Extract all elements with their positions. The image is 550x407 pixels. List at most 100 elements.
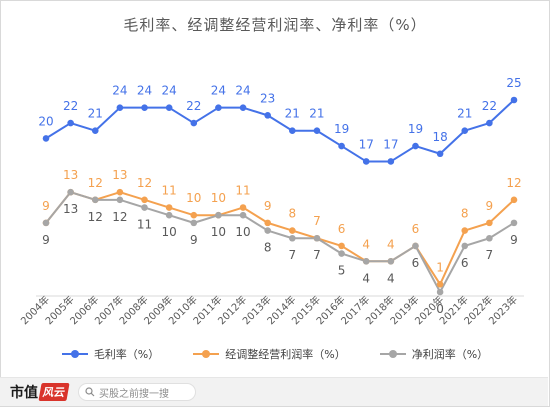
data-label: 24	[137, 84, 152, 98]
data-point	[190, 119, 198, 127]
data-point	[510, 96, 518, 104]
data-point	[338, 250, 345, 257]
data-point	[510, 219, 518, 227]
data-point	[436, 288, 444, 296]
series-line	[45, 191, 515, 286]
data-label: 11	[137, 218, 152, 232]
data-point	[91, 196, 99, 204]
data-label: 7	[313, 214, 321, 228]
data-label: 4	[387, 237, 395, 251]
data-label: 19	[334, 122, 349, 136]
data-label: 4	[387, 271, 395, 285]
chart-title: 毛利率、经调整经营利润率、净利率（%）	[123, 16, 427, 34]
data-point	[165, 104, 173, 111]
search-box[interactable]: 买股之前搜一搜	[78, 383, 196, 401]
data-point	[486, 219, 493, 227]
data-point	[239, 211, 247, 219]
data-point	[289, 227, 296, 234]
legend-label-adjusted-op-margin: 经调整经营利润率（%）	[225, 348, 346, 361]
data-label: 24	[162, 84, 177, 98]
data-point	[338, 242, 345, 250]
data-point	[141, 196, 148, 204]
data-label: 17	[383, 137, 398, 151]
data-label: 7	[313, 248, 321, 262]
data-point	[239, 104, 247, 111]
data-point	[387, 257, 395, 265]
legend-swatch-gross-margin	[61, 349, 88, 359]
data-label: 12	[88, 176, 103, 190]
data-point	[461, 227, 469, 234]
data-label: 21	[285, 107, 300, 121]
data-label: 13	[112, 168, 127, 182]
legend-item-gross-margin: 毛利率（%）	[61, 346, 159, 362]
data-label: 22	[63, 99, 78, 113]
legend-item-adjusted-op-margin: 经调整经营利润率（%）	[193, 346, 346, 362]
data-label: 13	[63, 202, 78, 216]
data-point	[387, 158, 395, 165]
footer-bar: 市值 风云 买股之前搜一搜	[0, 377, 548, 406]
data-label: 10	[211, 225, 226, 239]
data-point	[116, 196, 124, 204]
data-point	[486, 234, 493, 242]
data-point	[436, 281, 444, 288]
data-point	[461, 127, 469, 135]
data-point	[289, 234, 296, 242]
data-point	[165, 204, 173, 211]
data-label: 10	[235, 225, 250, 239]
data-point	[362, 158, 370, 165]
data-point	[313, 234, 321, 242]
data-point	[141, 104, 148, 111]
data-point	[116, 104, 124, 111]
data-label: 12	[506, 176, 521, 190]
data-label: 22	[186, 99, 201, 113]
brand-mark: 风云	[38, 383, 70, 401]
data-label: 0	[436, 302, 444, 316]
data-label: 24	[235, 84, 250, 98]
data-point	[362, 257, 370, 265]
data-point	[486, 119, 493, 127]
data-label: 6	[461, 256, 469, 270]
data-label: 25	[506, 76, 521, 90]
data-label: 10	[162, 225, 177, 239]
legend-swatch-adjusted-op-margin	[193, 349, 220, 359]
data-point	[461, 242, 469, 250]
data-point	[436, 150, 444, 158]
series-line	[45, 99, 515, 163]
data-point	[42, 135, 50, 142]
data-point	[67, 119, 74, 127]
data-point	[289, 127, 296, 135]
data-label: 11	[235, 184, 250, 198]
legend-swatch-net-margin	[379, 349, 406, 359]
data-label: 7	[288, 248, 296, 262]
legend-label-net-margin: 净利润率（%）	[411, 348, 489, 361]
data-label: 9	[264, 199, 272, 213]
data-label: 23	[260, 91, 275, 105]
data-point	[42, 219, 50, 227]
data-point	[215, 211, 222, 219]
legend: 毛利率（%） 经调整经营利润率（%） 净利润率（%）	[0, 344, 550, 364]
data-label: 20	[38, 114, 53, 128]
data-point	[91, 127, 99, 135]
data-point	[165, 211, 173, 219]
data-point	[264, 112, 271, 119]
data-label: 24	[112, 84, 127, 98]
data-label: 9	[42, 233, 50, 247]
search-icon	[85, 387, 95, 397]
data-label: 6	[412, 222, 420, 236]
data-label: 9	[510, 233, 518, 247]
data-point	[141, 204, 148, 211]
data-label: 9	[42, 199, 50, 213]
data-label: 8	[461, 207, 469, 221]
data-label: 18	[432, 130, 447, 144]
data-label: 9	[190, 233, 198, 247]
data-label: 7	[486, 248, 494, 262]
data-label: 6	[338, 222, 346, 236]
data-label: 22	[482, 99, 497, 113]
data-point	[116, 188, 124, 196]
data-label: 10	[186, 191, 201, 205]
data-point	[190, 211, 198, 219]
data-label: 12	[112, 210, 127, 224]
data-point	[313, 127, 321, 135]
